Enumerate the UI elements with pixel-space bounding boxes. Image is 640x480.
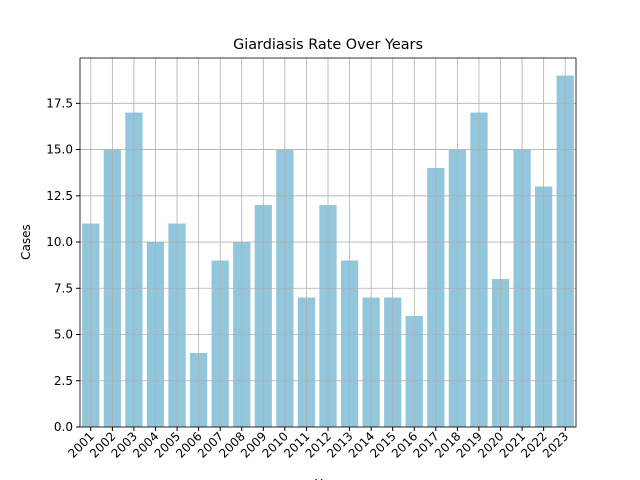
y-tick-label: 5.0 xyxy=(54,328,73,342)
y-tick-label: 2.5 xyxy=(54,374,73,388)
y-tick-label: 7.5 xyxy=(54,281,73,295)
y-tick-label: 0.0 xyxy=(54,420,73,434)
chart-title: Giardiasis Rate Over Years xyxy=(233,37,423,53)
plot-frame xyxy=(79,57,577,428)
y-tick-label: 10.0 xyxy=(46,235,73,249)
y-tick-label: 12.5 xyxy=(46,189,73,203)
y-tick-label: 17.5 xyxy=(46,96,73,110)
y-tick-label: 15.0 xyxy=(46,143,73,157)
x-axis-label: Year xyxy=(314,477,340,480)
y-axis-label: Cases xyxy=(19,224,33,260)
